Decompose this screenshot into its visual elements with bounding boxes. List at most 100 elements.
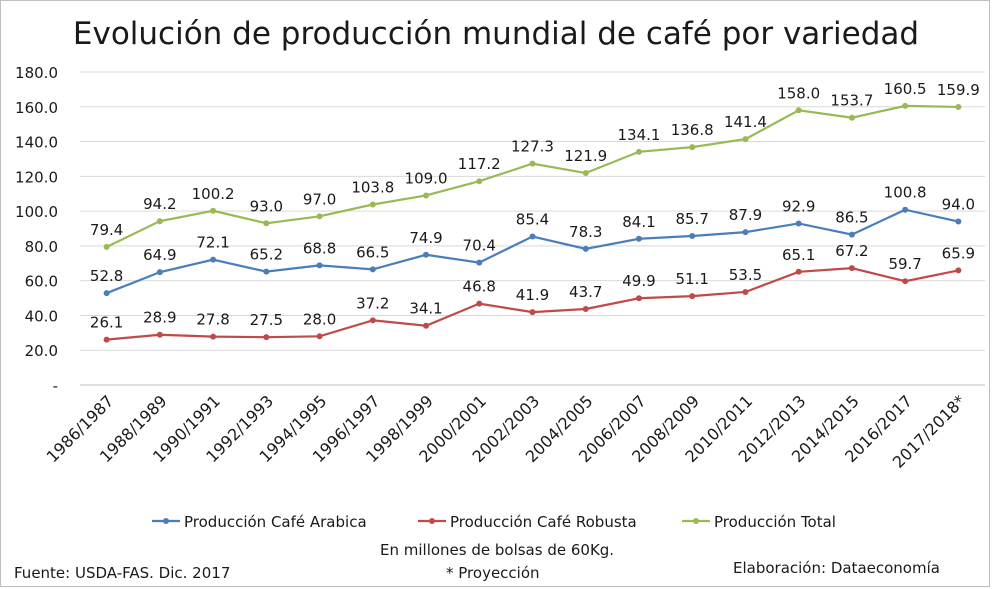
data-point [476,300,483,307]
data-label: 34.1 [409,300,442,318]
y-axis: - 20.0 40.0 60.0 80.0 100.0 120.0 140.0 160.0 180… [15,64,58,395]
data-label: 158.0 [777,84,820,102]
data-point [103,336,110,343]
data-label: 53.5 [729,266,762,284]
data-label: 109.0 [405,169,448,187]
data-label: 68.8 [303,239,336,257]
data-point [316,262,323,269]
data-label: 66.5 [356,243,389,261]
data-label: 28.0 [303,310,336,328]
data-point [742,136,749,143]
data-point [423,192,430,199]
legend-marker [693,518,699,524]
y-tick-label: 100.0 [15,203,58,221]
data-label: 27.8 [196,311,229,329]
data-label: 37.2 [356,294,389,312]
data-label: 51.1 [676,270,709,288]
data-label: 65.2 [250,246,283,264]
data-point [582,170,589,177]
series-3: 79.4 94.2 100.2 93.0 97.0 103.8 109.0 117.2 127.… [90,80,980,250]
chart-title: Evolución de producción mundial de café … [73,16,919,52]
y-tick-label: 160.0 [15,99,58,117]
data-point [635,235,642,242]
data-point [316,333,323,340]
legend-marker [429,518,435,524]
data-point [210,333,217,340]
data-point [795,268,802,275]
data-point [263,334,270,341]
data-point [582,306,589,313]
data-label: 79.4 [90,221,123,239]
data-point [529,160,536,167]
y-tick-label: 180.0 [15,64,58,82]
data-label: 85.4 [516,210,549,228]
data-label: 86.5 [835,209,868,227]
data-point [902,206,909,213]
data-label: 160.5 [884,80,927,98]
data-point [369,317,376,324]
data-point [103,290,110,297]
data-point [156,331,163,338]
data-point [742,288,749,295]
data-label: 134.1 [617,126,660,144]
series-layer: 52.8 64.9 72.1 65.2 68.8 66.5 74.9 70.4 85.4 78.3… [90,80,980,343]
data-label: 84.1 [622,213,655,231]
legend-label: Producción Total [714,513,836,531]
data-point [582,245,589,252]
y-tick-label: 20.0 [25,342,58,360]
data-label: 49.9 [622,272,655,290]
data-label: 72.1 [196,234,229,252]
data-point [848,114,855,121]
data-point [795,220,802,227]
data-label: 153.7 [830,92,873,110]
data-label: 41.9 [516,286,549,304]
data-point [955,103,962,110]
y-tick-label: 80.0 [25,238,58,256]
source-note: Fuente: USDA-FAS. Dic. 2017 [14,564,231,582]
data-label: 136.8 [671,121,714,139]
data-point [263,220,270,227]
data-point [156,218,163,225]
data-label: 93.0 [250,197,283,215]
data-point [529,233,536,240]
data-point [263,268,270,275]
data-point [795,107,802,114]
data-point [635,295,642,302]
data-label: 67.2 [835,242,868,260]
units-note: En millones de bolsas de 60Kg. [380,541,615,559]
data-point [369,266,376,273]
data-point [848,265,855,272]
data-label: 43.7 [569,283,602,301]
data-label: 74.9 [409,229,442,247]
legend-label: Producción Café Robusta [450,513,637,531]
data-label: 26.1 [90,314,123,332]
data-label: 141.4 [724,113,767,131]
data-point [529,309,536,316]
data-label: 94.0 [942,196,975,214]
data-label: 59.7 [888,255,921,273]
legend-marker [163,518,169,524]
data-label: 92.9 [782,197,815,215]
legend: Producción Café Arabica Producción Café R… [152,513,836,531]
data-point [689,293,696,300]
data-point [742,229,749,236]
data-point [103,243,110,250]
data-point [423,322,430,329]
y-tick-label: 120.0 [15,168,58,186]
data-label: 121.9 [564,147,607,165]
data-point [210,207,217,214]
series-2: 26.1 28.9 27.8 27.5 28.0 37.2 34.1 46.8 41.9 43.7… [90,242,975,343]
data-point [902,102,909,109]
data-point [156,269,163,276]
data-label: 65.1 [782,246,815,264]
series-1: 52.8 64.9 72.1 65.2 68.8 66.5 74.9 70.4 85.4 78.3… [90,184,975,297]
data-label: 64.9 [143,246,176,264]
data-label: 27.5 [250,311,283,329]
data-point [423,251,430,258]
data-label: 127.3 [511,138,554,156]
legend-label: Producción Café Arabica [184,513,367,531]
data-point [955,267,962,274]
data-label: 94.2 [143,195,176,213]
